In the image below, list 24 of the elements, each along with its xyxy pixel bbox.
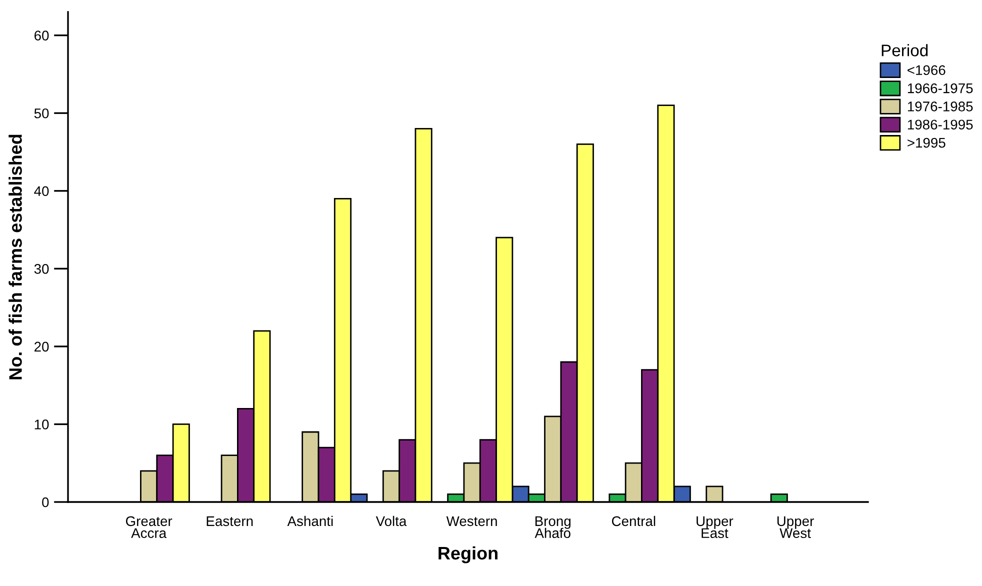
x-tick-label: Brong Ahafo — [534, 516, 570, 538]
legend-label: 1966-1975 — [908, 83, 973, 94]
x-tick-label: Western — [446, 516, 497, 526]
y-tick-label: 0 — [42, 497, 49, 508]
y-tick-label: 30 — [34, 264, 49, 274]
x-tick-label: Greater Accra — [126, 516, 172, 538]
x-tick-label: Ashanti — [287, 516, 333, 526]
x-tick-label: Upper East — [696, 516, 734, 538]
y-tick-label: 10 — [34, 420, 49, 430]
x-tick-label: Volta — [376, 516, 407, 526]
x-axis-title: Region — [438, 546, 498, 564]
legend-title: Period — [882, 44, 928, 56]
y-tick-label: 20 — [34, 342, 49, 352]
y-axis-title: No. of fish farms established — [8, 134, 22, 380]
legend-label: >1995 — [908, 138, 946, 148]
x-tick-label: Central — [612, 516, 656, 526]
y-tick-label: 40 — [34, 186, 49, 196]
y-tick-label: 50 — [34, 108, 49, 118]
legend-label: 1986-1995 — [908, 120, 973, 130]
legend-label: <1966 — [908, 65, 946, 76]
x-tick-label: Upper West — [777, 516, 814, 538]
x-tick-label: Eastern — [206, 516, 253, 526]
legend-label: 1976-1985 — [908, 102, 973, 112]
y-tick-label: 60 — [34, 30, 49, 41]
